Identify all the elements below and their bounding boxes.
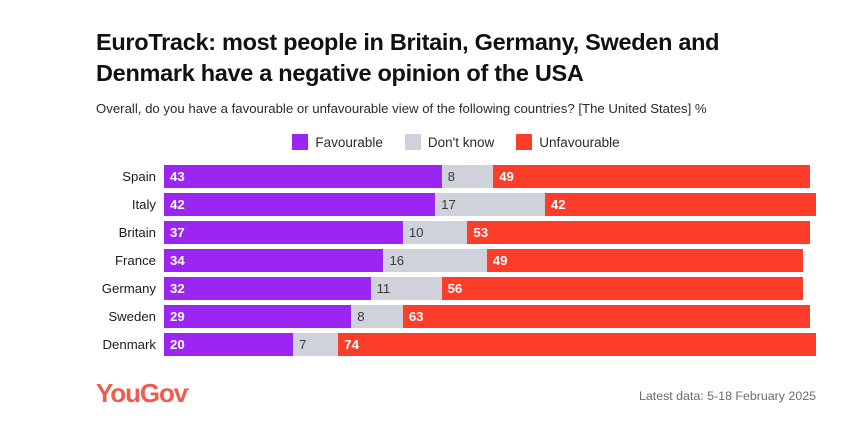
bar-segment-favourable[interactable]: 34: [164, 249, 384, 272]
bar-segment-unfavourable[interactable]: 63: [402, 305, 810, 328]
bar-track: 42 17 42: [164, 193, 816, 216]
legend-swatch-icon: [292, 134, 309, 150]
bar-value-label: 8: [357, 309, 365, 324]
chart-row: Spain 43 8 49: [96, 165, 816, 188]
bar-value-label: 49: [499, 169, 514, 184]
bar-segment-favourable[interactable]: 20: [164, 333, 294, 356]
chart-legend: Favourable Don't know Unfavourable: [96, 134, 816, 150]
bar-value-label: 42: [170, 197, 185, 212]
bar-segment-dont-know[interactable]: 10: [402, 221, 468, 244]
legend-item-label: Favourable: [315, 134, 383, 150]
bar-segment-favourable[interactable]: 37: [164, 221, 403, 244]
country-label: Spain: [122, 169, 156, 184]
bar-value-label: 34: [170, 253, 185, 268]
bar-track: 29 8 63: [164, 305, 816, 328]
bar-value-label: 53: [473, 225, 489, 240]
bar-value-label: 43: [170, 169, 185, 184]
stacked-bar: 20 7 74: [164, 333, 816, 356]
bar-value-label: 8: [447, 169, 455, 184]
bar-segment-unfavourable[interactable]: 53: [467, 221, 810, 244]
bar-segment-dont-know[interactable]: 7: [293, 333, 339, 356]
bar-value-label: 32: [170, 281, 185, 296]
legend-item[interactable]: Favourable: [292, 134, 383, 150]
bar-track: 37 10 53: [164, 221, 816, 244]
chart-subtitle: Overall, do you have a favourable or unf…: [96, 101, 707, 116]
stacked-bar: 32 11 56: [164, 277, 804, 300]
stacked-bar: 37 10 53: [164, 221, 810, 244]
stacked-bar: 43 8 49: [164, 165, 810, 188]
stacked-bar: 42 17 42: [164, 193, 816, 216]
chart-row: Britain 37 10 53: [96, 221, 816, 244]
bar-value-label: 29: [170, 309, 185, 324]
country-label: Britain: [118, 225, 156, 240]
bar-value-label: 74: [344, 337, 359, 352]
legend-item[interactable]: Unfavourable: [516, 134, 620, 150]
bar-value-label: 63: [408, 309, 424, 324]
legend-item[interactable]: Don't know: [404, 134, 495, 150]
bar-track: 32 11 56: [164, 277, 816, 300]
bar-segment-dont-know[interactable]: 8: [441, 165, 494, 188]
bar-segment-dont-know[interactable]: 8: [351, 305, 403, 328]
bar-value-label: 17: [441, 197, 456, 212]
bar-value-label: 56: [447, 281, 463, 296]
bar-value-label: 10: [408, 225, 424, 240]
bar-value-label: 37: [170, 225, 185, 240]
country-label: Sweden: [108, 309, 156, 324]
stacked-bar: 29 8 63: [164, 305, 810, 328]
legend-swatch-icon: [404, 134, 421, 150]
legend-swatch-icon: [516, 134, 533, 150]
bar-value-label: 42: [550, 197, 566, 212]
country-label: France: [114, 253, 156, 268]
page-title: EuroTrack: most people in Britain, Germa…: [96, 29, 720, 87]
country-label: Italy: [131, 197, 156, 212]
bar-segment-dont-know[interactable]: 17: [435, 193, 545, 216]
legend-item-label: Unfavourable: [539, 134, 620, 150]
country-label: Germany: [101, 281, 156, 296]
bar-segment-unfavourable[interactable]: 56: [441, 277, 804, 300]
legend-item-label: Don't know: [427, 134, 495, 150]
bar-value-label: 16: [389, 253, 405, 268]
chart-row: Germany 32 11 56: [96, 277, 816, 300]
bar-segment-favourable[interactable]: 42: [164, 193, 436, 216]
bar-segment-favourable[interactable]: 29: [164, 305, 352, 328]
chart-row: Italy 42 17 42: [96, 193, 816, 216]
chart-row: France 34 16 49: [96, 249, 816, 272]
yougov-logo-mark: ·: [187, 384, 191, 395]
bar-value-label: 20: [170, 337, 185, 352]
bar-track: 43 8 49: [164, 165, 816, 188]
yougov-logo-text: YouGov: [96, 378, 188, 408]
bar-track: 34 16 49: [164, 249, 816, 272]
bar-segment-unfavourable[interactable]: 74: [338, 333, 816, 356]
chart-row: Sweden 29 8 63: [96, 305, 816, 328]
bar-value-label: 49: [492, 253, 508, 268]
bar-segment-favourable[interactable]: 32: [164, 277, 371, 300]
bar-track: 20 7 74: [164, 333, 816, 356]
bar-segment-dont-know[interactable]: 11: [370, 277, 442, 300]
bar-segment-dont-know[interactable]: 16: [383, 249, 487, 272]
bar-value-label: 7: [299, 337, 307, 352]
stacked-bar-chart: Spain 43 8 49 Italy 42 17 42 Britain 37 10 53 France…: [96, 165, 816, 361]
country-label: Denmark: [102, 337, 157, 352]
bar-segment-unfavourable[interactable]: 49: [493, 165, 810, 188]
stacked-bar: 34 16 49: [164, 249, 804, 272]
yougov-logo: YouGov·: [96, 380, 190, 406]
bar-segment-unfavourable[interactable]: 49: [486, 249, 804, 272]
bar-value-label: 11: [376, 281, 391, 296]
chart-footer: YouGov· Latest data: 5-18 February 2025: [96, 380, 816, 414]
latest-data-note: Latest data: 5-18 February 2025: [638, 389, 816, 403]
bar-segment-unfavourable[interactable]: 42: [544, 193, 816, 216]
bar-segment-favourable[interactable]: 43: [164, 165, 442, 188]
chart-row: Denmark 20 7 74: [96, 333, 816, 356]
